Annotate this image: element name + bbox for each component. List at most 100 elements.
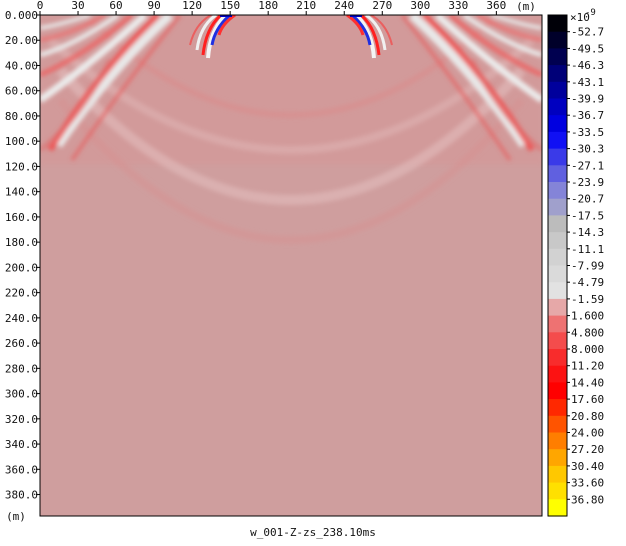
colorbar-swatch	[548, 115, 567, 133]
y-tick-label: 280.0	[5, 362, 38, 375]
colorbar-label: -30.3	[571, 143, 604, 156]
colorbar-label: -7.99	[571, 260, 604, 273]
colorbar-exponent-power: -9	[585, 8, 596, 18]
x-tick-label: 180	[258, 0, 278, 12]
colorbar-label: -46.3	[571, 59, 604, 72]
x-tick-label: 90	[147, 0, 160, 12]
x-tick-label: 270	[372, 0, 392, 12]
colorbar-swatch	[548, 98, 567, 116]
x-tick-label: 150	[220, 0, 240, 12]
colorbar-label: 36.80	[571, 493, 604, 506]
y-tick-label: 200.0	[5, 261, 38, 274]
colorbar-swatch	[548, 198, 567, 216]
y-tick-label: 220.0	[5, 287, 38, 300]
colorbar: -52.7 -49.5 -46.3 -43.1 -39.9 -36.7 -33.5 -30.3…	[547, 14, 604, 517]
x-tick-label: 0	[37, 0, 44, 12]
y-axis: 0.000 20.00 40.00 60.00 80.00 100.0 120.0 140.0…	[5, 9, 40, 502]
colorbar-label: -17.5	[571, 209, 604, 222]
colorbar-swatch	[548, 332, 567, 350]
colorbar-label: -43.1	[571, 76, 604, 89]
y-tick-label: 100.0	[5, 135, 38, 148]
colorbar-swatch	[548, 365, 567, 383]
colorbar-label: -20.7	[571, 193, 604, 206]
x-tick-label: 300	[410, 0, 430, 12]
colorbar-label: 27.20	[571, 443, 604, 456]
colorbar-swatch	[548, 349, 567, 367]
colorbar-label: 1.600	[571, 310, 604, 323]
y-tick-label: 320.0	[5, 413, 38, 426]
y-tick-label: 180.0	[5, 236, 38, 249]
colorbar-swatch	[548, 449, 567, 467]
y-tick-label: 140.0	[5, 186, 38, 199]
colorbar-swatch	[548, 298, 567, 317]
colorbar-label: 30.40	[571, 460, 604, 473]
colorbar-label: 20.80	[571, 410, 604, 423]
colorbar-swatch	[548, 232, 567, 250]
colorbar-swatch	[548, 248, 567, 267]
y-tick-label: 60.00	[5, 85, 38, 98]
colorbar-label: -4.79	[571, 276, 604, 289]
colorbar-label: -27.1	[571, 159, 604, 172]
colorbar-swatch	[548, 482, 567, 500]
colorbar-swatch	[548, 415, 567, 434]
x-tick-label: 60	[109, 0, 122, 12]
colorbar-label: 8.000	[571, 343, 604, 356]
colorbar-label: -52.7	[571, 26, 604, 39]
wavefield-image	[40, 15, 542, 244]
y-tick-label: 160.0	[5, 211, 38, 224]
colorbar-label: 14.40	[571, 376, 604, 389]
x-tick-label: 330	[448, 0, 468, 12]
colorbar-swatch	[548, 499, 567, 517]
y-tick-label: 360.0	[5, 463, 38, 476]
plot-frame	[39, 14, 543, 517]
colorbar-swatch	[548, 399, 567, 417]
y-tick-label: 240.0	[5, 312, 38, 325]
colorbar-swatch	[548, 131, 567, 150]
colorbar-swatch	[548, 48, 567, 66]
colorbar-label: -36.7	[571, 109, 604, 122]
y-tick-label: 20.00	[5, 34, 38, 47]
colorbar-label: -11.1	[571, 243, 604, 256]
y-axis-label: (m)	[6, 510, 26, 523]
colorbar-swatch	[548, 65, 567, 83]
colorbar-swatch	[548, 382, 567, 400]
y-tick-label: 80.00	[5, 110, 38, 123]
colorbar-exponent: ×10	[570, 11, 590, 24]
x-tick-label: 240	[334, 0, 354, 12]
x-tick-label: 120	[182, 0, 202, 12]
colorbar-swatch	[548, 148, 567, 166]
colorbar-swatch	[548, 315, 567, 333]
colorbar-label: 24.00	[571, 427, 604, 440]
colorbar-swatch	[548, 15, 567, 33]
colorbar-swatch	[548, 215, 567, 233]
colorbar-label: -23.9	[571, 176, 604, 189]
colorbar-swatch	[548, 81, 567, 100]
colorbar-label: 33.60	[571, 477, 604, 490]
colorbar-label: -1.59	[571, 293, 604, 306]
y-tick-label: 260.0	[5, 337, 38, 350]
chart-title: w_001-Z-zs_238.10ms	[250, 526, 376, 539]
colorbar-swatch	[548, 432, 567, 450]
colorbar-label: -14.3	[571, 226, 604, 239]
x-axis: 0 30 60 90 120 150 180 210 240 270 300 330 360	[37, 0, 506, 15]
colorbar-swatch	[548, 265, 567, 283]
y-tick-label: 300.0	[5, 388, 38, 401]
colorbar-label: 4.800	[571, 326, 604, 339]
colorbar-swatch	[548, 182, 567, 200]
x-tick-label: 360	[486, 0, 506, 12]
colorbar-label: 11.20	[571, 360, 604, 373]
colorbar-label: -49.5	[571, 42, 604, 55]
y-tick-label: 120.0	[5, 160, 38, 173]
y-tick-label: 340.0	[5, 438, 38, 451]
y-tick-label: 40.00	[5, 59, 38, 72]
colorbar-label: 17.60	[571, 393, 604, 406]
x-tick-label: 30	[71, 0, 84, 12]
x-tick-label: 210	[296, 0, 316, 12]
colorbar-swatch	[548, 165, 567, 183]
colorbar-swatch	[548, 465, 567, 484]
y-tick-label: 380.0	[5, 489, 38, 502]
x-axis-label: (m)	[516, 0, 536, 13]
colorbar-label: -33.5	[571, 126, 604, 139]
colorbar-label: -39.9	[571, 93, 604, 106]
